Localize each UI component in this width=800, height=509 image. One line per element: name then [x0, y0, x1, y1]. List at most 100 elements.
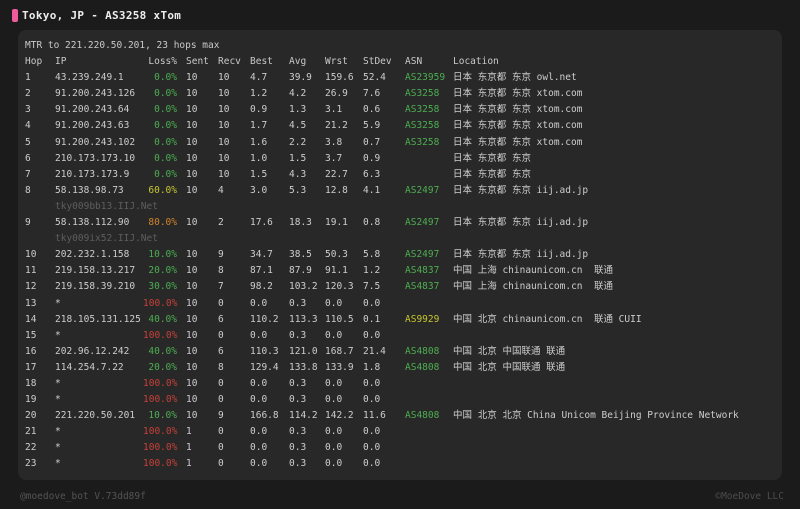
cell-recv: 0: [218, 394, 224, 406]
cell-wrst: 159.6: [325, 72, 354, 84]
cell-asn: AS4837: [405, 265, 440, 277]
cell-asn: [405, 296, 453, 312]
cell-location: 日本 东京都 东京 iij.ad.jp: [453, 217, 589, 229]
cell-location: 中国 北京 中国联通 联通: [453, 361, 566, 373]
cell-wrst: 3.1: [325, 104, 343, 116]
table-row: 6 210.173.173.10 0.0% 10 10 1.0 1.5 3.7 …: [25, 151, 772, 167]
cell-best: 129.4: [250, 361, 279, 373]
cell-asn: AS23959: [405, 72, 446, 84]
cell-stdev: 52.4: [363, 72, 386, 84]
cell-ip: 202.232.1.158: [55, 249, 130, 261]
cell-wrst: 142.2: [325, 410, 354, 422]
footer-bot-handle: @moedove_bot V.73dd89f: [20, 491, 146, 502]
cell-location: 日本 东京都 东京 xtom.com: [453, 104, 583, 116]
cell-ip: *: [55, 458, 61, 470]
col-wrst: Wrst: [325, 56, 348, 68]
cell-wrst: 50.3: [325, 249, 348, 261]
cell-hop: 7: [25, 168, 31, 180]
cell-avg: 4.3: [289, 168, 307, 180]
cell-recv: 10: [218, 88, 230, 100]
table-row: 16 202.96.12.242 40.0% 10 6 110.3 121.0 …: [25, 344, 772, 360]
cell-loss: 0.0%: [154, 72, 177, 84]
cell-hop: 19: [25, 394, 37, 406]
cell-best: 0.0: [250, 377, 268, 389]
cell-loss: 20.0%: [148, 265, 177, 277]
cell-wrst: 168.7: [325, 345, 354, 357]
cell-best: 1.6: [250, 136, 268, 148]
cell-wrst: 120.3: [325, 281, 354, 293]
cell-stdev: 5.8: [363, 249, 381, 261]
cell-location: 日本 东京都 东京: [453, 152, 531, 164]
cell-recv: 0: [218, 329, 224, 341]
cell-ip: *: [55, 442, 61, 454]
cell-best: 0.0: [250, 329, 268, 341]
cell-hop-spacer: [25, 199, 55, 215]
col-hop: Hop: [25, 56, 43, 68]
cell-stdev: 0.7: [363, 136, 381, 148]
cell-recv: 6: [218, 345, 224, 357]
cell-loss: 0.0%: [154, 104, 177, 116]
cell-avg: 1.5: [289, 152, 307, 164]
cell-best: 0.0: [250, 394, 268, 406]
cell-recv: 9: [218, 410, 224, 422]
cell-ip: *: [55, 426, 61, 438]
cell-sent: 10: [186, 249, 198, 261]
cell-location: [453, 376, 772, 392]
cell-sent: 10: [186, 329, 198, 341]
cell-hop: 15: [25, 329, 37, 341]
cell-stdev: 0.6: [363, 104, 381, 116]
cell-recv: 0: [218, 297, 224, 309]
cell-ip: *: [55, 377, 61, 389]
host-label: tky009bb13.IIJ.Net: [55, 200, 158, 212]
cell-ip: 210.173.173.10: [55, 152, 136, 164]
cell-sent: 1: [186, 458, 192, 470]
cell-location: 中国 北京 chinaunicom.cn 联通 CUII: [453, 313, 642, 325]
accent-bar-icon: [12, 8, 18, 22]
cell-sent: 10: [186, 104, 198, 116]
cell-loss: 0.0%: [154, 152, 177, 164]
report-subtitle: MTR to 221.220.50.201, 23 hops max: [25, 40, 220, 51]
table-row: 11 219.158.13.217 20.0% 10 8 87.1 87.9 9…: [25, 263, 772, 279]
cell-sent: 10: [186, 297, 198, 309]
cell-recv: 10: [218, 120, 230, 132]
cell-asn: AS3258: [405, 120, 440, 132]
cell-best: 110.3: [250, 345, 279, 357]
cell-location: 中国 北京 北京 China Unicom Beijing Province N…: [453, 410, 739, 422]
cell-stdev: 0.0: [363, 329, 381, 341]
cell-best: 1.5: [250, 168, 268, 180]
cell-avg: 113.3: [289, 313, 318, 325]
cell-loss: 80.0%: [148, 217, 177, 229]
cell-ip: 221.220.50.201: [55, 410, 136, 422]
cell-location: 中国 北京 中国联通 联通: [453, 345, 566, 357]
cell-recv: 9: [218, 249, 224, 261]
cell-avg: 0.3: [289, 426, 307, 438]
cell-recv: 10: [218, 72, 230, 84]
cell-location: 日本 东京都 东京 iij.ad.jp: [453, 184, 589, 196]
cell-best: 1.2: [250, 88, 268, 100]
cell-avg: 39.9: [289, 72, 312, 84]
cell-wrst: 0.0: [325, 297, 343, 309]
cell-ip: 91.200.243.126: [55, 88, 136, 100]
table-row: 8 58.138.98.73 60.0% 10 4 3.0 5.3 12.8 4…: [25, 183, 772, 199]
cell-loss: 0.0%: [154, 136, 177, 148]
cell-stdev: 7.5: [363, 281, 381, 293]
cell-wrst: 133.9: [325, 361, 354, 373]
cell-avg: 0.3: [289, 442, 307, 454]
cell-location: 日本 东京都 东京: [453, 168, 531, 180]
cell-recv: 2: [218, 217, 224, 229]
cell-asn: AS4837: [405, 281, 440, 293]
cell-stdev: 6.3: [363, 168, 381, 180]
cell-wrst: 3.8: [325, 136, 343, 148]
cell-best: 0.0: [250, 426, 268, 438]
cell-sent: 10: [186, 281, 198, 293]
cell-avg: 103.2: [289, 281, 318, 293]
cell-sent: 10: [186, 265, 198, 277]
window-title: Tokyo, JP - AS3258 xTom: [22, 8, 182, 22]
cell-hop: 2: [25, 88, 31, 100]
cell-location: [453, 456, 772, 472]
cell-sent: 10: [186, 88, 198, 100]
cell-location: [453, 296, 772, 312]
cell-hop: 18: [25, 377, 37, 389]
cell-avg: 4.5: [289, 120, 307, 132]
cell-ip: 219.158.39.210: [55, 281, 136, 293]
